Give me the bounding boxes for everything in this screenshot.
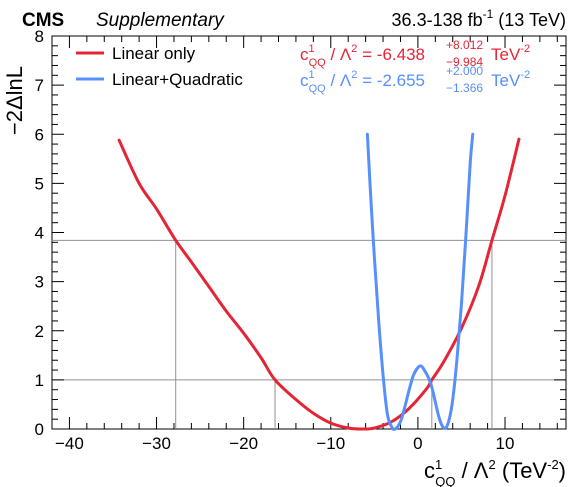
result-linear-down: −9.984 [446,55,483,69]
legend: Linear only Linear+Quadratic c1 QQ / Λ2 =… [76,38,530,95]
y-tick-label: 1 [35,371,44,390]
y-tick-label: 2 [35,322,44,341]
y-tick-label: 0 [35,420,44,439]
x-tick-label: 10 [496,434,515,453]
x-tick-label: −30 [142,434,171,453]
x-tick-label: −10 [316,434,345,453]
result-quadratic-up: +2.000 [446,64,483,78]
legend-label-quadratic: Linear+Quadratic [112,70,243,89]
axis-ticks: −40 −30 −20 −10 0 10 0 1 2 3 4 5 6 7 8 [35,27,566,453]
svg-text:TeV-2: TeV-2 [491,69,530,90]
x-tick-label: −40 [55,434,84,453]
series-line-linear [117,137,521,431]
y-tick-label: 5 [35,174,44,193]
y-tick-label: 8 [35,27,44,46]
result-linear-value: -6.438 [377,45,425,64]
y-tick-label: 4 [35,224,44,243]
x-tick-label: −20 [229,434,258,453]
y-tick-label: 3 [35,273,44,292]
result-quadratic-value: -2.655 [377,71,425,90]
reference-lines [52,239,566,429]
result-quadratic-down: −1.366 [446,81,483,95]
legend-label-linear: Linear only [112,44,196,63]
svg-text:TeV-2: TeV-2 [491,43,530,64]
y-tick-label: 6 [35,125,44,144]
result-quadratic: c1 QQ / Λ2 = -2.655 +2.000 −1.366 TeV-2 [300,64,530,95]
x-axis-label: c1 QQ / Λ2 (TeV-2) [424,457,566,487]
lumi-label: 36.3-138 fb-1 (13 TeV) [392,7,566,30]
series-lines [117,132,521,431]
x-tick-label: 0 [413,434,422,453]
result-linear: c1 QQ / Λ2 = -6.438 +8.012 −9.984 TeV-2 [300,38,530,69]
result-linear-up: +8.012 [446,38,483,52]
y-axis-label: −2ΔlnL [2,66,27,135]
experiment-label: CMS [22,10,64,31]
status-label: Supplementary [96,10,225,31]
series-line-quadratic [365,132,475,431]
y-tick-label: 7 [35,76,44,95]
